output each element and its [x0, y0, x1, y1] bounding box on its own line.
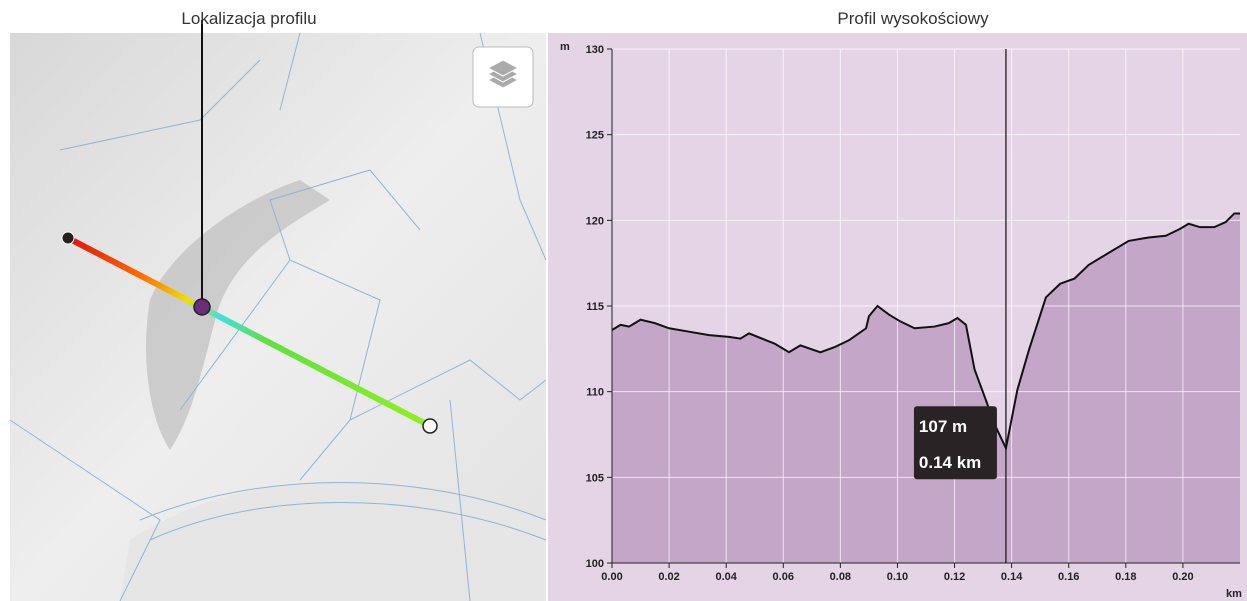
x-tick-label: 0.18 — [1115, 571, 1136, 583]
x-tick-label: 0.14 — [1001, 571, 1023, 583]
x-tick-label: 0.06 — [773, 571, 794, 583]
x-tick-label: 0.00 — [601, 571, 622, 583]
x-tick-label: 0.20 — [1172, 571, 1193, 583]
y-tick-label: 100 — [586, 558, 604, 570]
y-tick-label: 105 — [586, 472, 604, 484]
map-title: Lokalizacja profilu — [181, 9, 316, 28]
y-tick-label: 125 — [586, 130, 604, 142]
y-tick-label: 130 — [586, 44, 604, 56]
y-tick-label: 110 — [586, 387, 604, 399]
x-tick-label: 0.10 — [887, 571, 908, 583]
x-unit: km — [1226, 588, 1242, 600]
tooltip-x: 0.14 km — [919, 453, 981, 472]
x-tick-label: 0.08 — [830, 571, 851, 583]
tooltip-value: 107 m — [919, 417, 967, 436]
screen: Lokalizacja profilu Profil wysokościowy … — [0, 0, 1247, 601]
chart-title: Profil wysokościowy — [837, 9, 989, 28]
x-tick-label: 0.16 — [1058, 571, 1079, 583]
start-point — [62, 232, 74, 244]
x-tick-label: 0.04 — [715, 571, 737, 583]
page: Lokalizacja profilu Profil wysokościowy … — [0, 0, 1247, 601]
end-point — [423, 419, 437, 433]
x-tick-label: 0.02 — [658, 571, 679, 583]
y-tick-label: 115 — [586, 301, 604, 313]
y-unit: m — [560, 41, 570, 53]
position-marker — [194, 299, 210, 315]
x-tick-label: 0.12 — [944, 571, 965, 583]
y-tick-label: 120 — [586, 215, 604, 227]
map-panel[interactable] — [10, 20, 546, 601]
